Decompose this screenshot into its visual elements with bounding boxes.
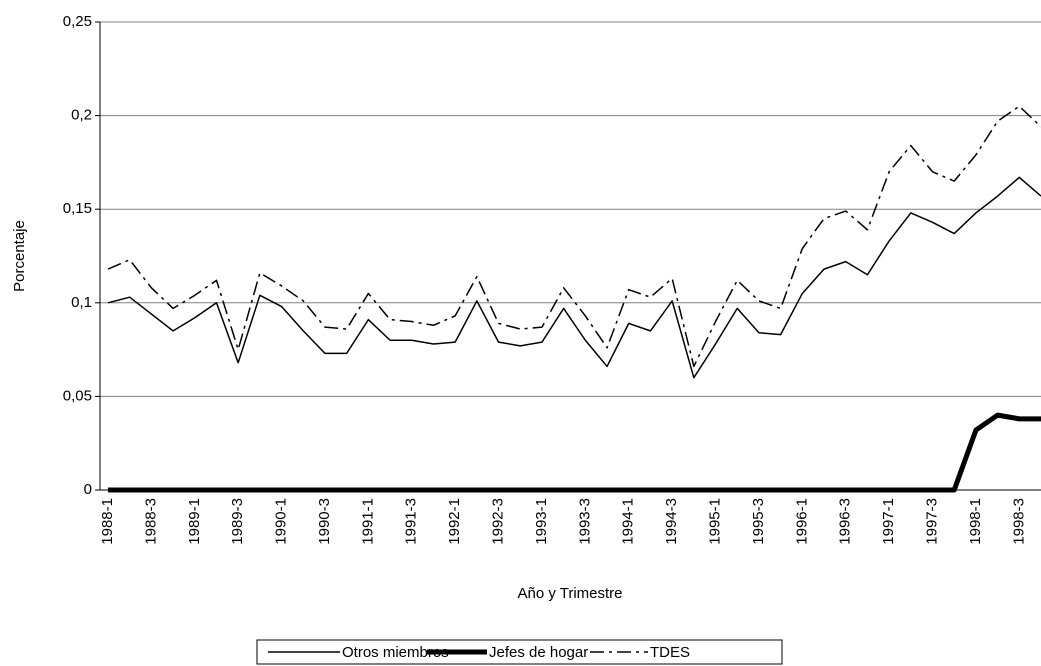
y-tick-label: 0,25: [63, 13, 92, 30]
x-tick-label: 1993-1: [533, 498, 550, 545]
x-tick-label: 1991-1: [359, 498, 376, 545]
x-tick-label: 1995-3: [750, 498, 767, 545]
x-axis-title: Año y Trimestre: [517, 585, 622, 602]
y-tick-label: 0,1: [71, 294, 92, 311]
x-tick-label: 1994-1: [620, 498, 637, 545]
y-tick-label: 0,2: [71, 107, 92, 124]
legend-label: Jefes de hogar: [489, 644, 588, 661]
y-axis-title: Porcentaje: [11, 220, 28, 292]
y-tick-label: 0: [84, 481, 92, 498]
x-tick-label: 1998-3: [1010, 498, 1027, 545]
legend-box: [256, 639, 783, 665]
x-tick-label: 1990-3: [316, 498, 333, 545]
x-tick-label: 1992-3: [490, 498, 507, 545]
x-tick-label: 1997-3: [923, 498, 940, 545]
x-tick-label: 1988-1: [99, 498, 116, 545]
series-line: [107, 105, 1041, 368]
x-tick-label: 1988-3: [142, 498, 159, 545]
x-tick-label: 1996-1: [793, 498, 810, 545]
x-tick-label: 1989-3: [229, 498, 246, 545]
x-tick-label: 1996-3: [837, 498, 854, 545]
x-tick-label: 1989-1: [186, 498, 203, 545]
legend-label: Otros miembros: [342, 644, 449, 661]
y-tick-label: 0,05: [63, 387, 92, 404]
legend-label: TDES: [650, 644, 690, 661]
x-tick-label: 1995-1: [707, 498, 724, 545]
x-tick-label: 1990-1: [273, 498, 290, 545]
x-tick-label: 1994-3: [663, 498, 680, 545]
x-tick-label: 1998-1: [967, 498, 984, 545]
x-tick-label: 1997-1: [880, 498, 897, 545]
x-tick-label: 1993-3: [576, 498, 593, 545]
series-line: [107, 176, 1041, 379]
x-tick-label: 1992-1: [446, 498, 463, 545]
x-tick-label: 1991-3: [403, 498, 420, 545]
series-line: [108, 412, 1041, 493]
y-tick-label: 0,15: [63, 200, 92, 217]
